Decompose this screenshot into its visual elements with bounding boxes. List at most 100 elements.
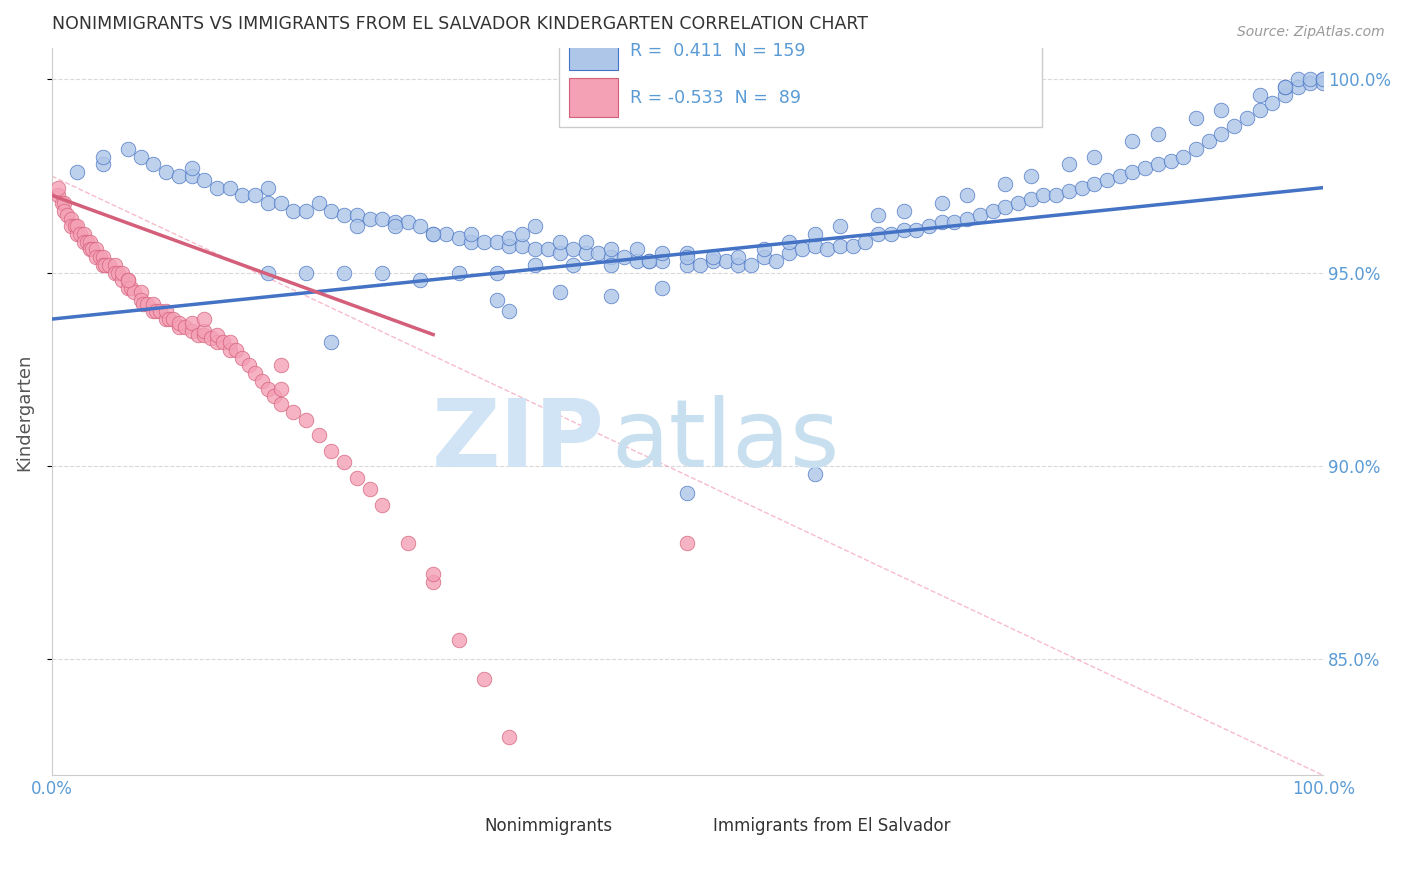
Point bbox=[180, 161, 202, 176]
Point bbox=[59, 211, 82, 226]
Point bbox=[91, 250, 114, 264]
Point bbox=[136, 296, 159, 310]
Point bbox=[321, 335, 343, 350]
Point bbox=[1274, 80, 1296, 95]
Point bbox=[676, 486, 699, 500]
Point bbox=[107, 266, 129, 280]
Point bbox=[1070, 180, 1092, 194]
Point bbox=[82, 243, 104, 257]
Point bbox=[129, 150, 152, 164]
Point bbox=[295, 412, 318, 426]
Point bbox=[1045, 188, 1067, 202]
Point bbox=[117, 281, 139, 295]
Point bbox=[472, 235, 495, 249]
Text: NONIMMIGRANTS VS IMMIGRANTS FROM EL SALVADOR KINDERGARTEN CORRELATION CHART: NONIMMIGRANTS VS IMMIGRANTS FROM EL SALV… bbox=[52, 15, 868, 33]
Point bbox=[740, 258, 762, 272]
Point bbox=[359, 482, 381, 496]
Point bbox=[1121, 134, 1143, 148]
Point bbox=[149, 304, 172, 318]
Point bbox=[384, 215, 406, 229]
Point bbox=[283, 203, 305, 218]
Point bbox=[396, 215, 419, 229]
Point bbox=[409, 273, 432, 287]
Point bbox=[308, 428, 330, 442]
Point bbox=[815, 243, 838, 257]
Point bbox=[523, 219, 546, 234]
Text: Nonimmigrants: Nonimmigrants bbox=[484, 817, 612, 835]
Point bbox=[714, 254, 737, 268]
Point bbox=[250, 374, 273, 388]
Point bbox=[931, 196, 953, 211]
Point bbox=[346, 470, 368, 484]
Point bbox=[1274, 87, 1296, 102]
Point bbox=[142, 157, 165, 171]
Point bbox=[167, 319, 190, 334]
Point bbox=[333, 208, 356, 222]
Point bbox=[434, 227, 457, 241]
Point bbox=[1147, 157, 1170, 171]
Point bbox=[676, 246, 699, 260]
Point bbox=[180, 169, 202, 183]
Point bbox=[56, 208, 79, 222]
Point bbox=[828, 238, 851, 252]
Point bbox=[155, 165, 177, 179]
Point bbox=[205, 327, 228, 342]
Point bbox=[174, 319, 197, 334]
Point bbox=[117, 273, 139, 287]
Point bbox=[371, 266, 394, 280]
Point bbox=[212, 335, 235, 350]
Point bbox=[231, 188, 253, 202]
Point bbox=[1286, 80, 1309, 95]
Point bbox=[855, 235, 877, 249]
Point bbox=[270, 196, 292, 211]
Point bbox=[600, 243, 623, 257]
Point bbox=[257, 266, 280, 280]
Point bbox=[638, 254, 661, 268]
Point bbox=[676, 250, 699, 264]
Point bbox=[790, 243, 813, 257]
Text: Source: ZipAtlas.com: Source: ZipAtlas.com bbox=[1237, 25, 1385, 39]
Point bbox=[498, 238, 520, 252]
Point bbox=[167, 169, 190, 183]
Point bbox=[994, 200, 1017, 214]
Point bbox=[626, 243, 648, 257]
Point bbox=[308, 196, 330, 211]
Point bbox=[257, 382, 280, 396]
Point bbox=[295, 266, 318, 280]
Point bbox=[536, 243, 558, 257]
Point bbox=[89, 250, 111, 264]
Point bbox=[1032, 188, 1054, 202]
Point bbox=[588, 246, 610, 260]
Point bbox=[510, 227, 533, 241]
Point bbox=[651, 254, 673, 268]
Point bbox=[523, 258, 546, 272]
Point bbox=[905, 223, 928, 237]
Point bbox=[321, 443, 343, 458]
Point bbox=[142, 304, 165, 318]
Point bbox=[485, 235, 508, 249]
Point bbox=[752, 243, 775, 257]
Point bbox=[600, 289, 623, 303]
Point bbox=[447, 632, 470, 647]
Point bbox=[333, 455, 356, 469]
Point bbox=[111, 266, 134, 280]
Y-axis label: Kindergarten: Kindergarten bbox=[15, 353, 32, 471]
Point bbox=[117, 142, 139, 156]
Point bbox=[727, 258, 749, 272]
Point bbox=[218, 335, 240, 350]
Point bbox=[1160, 153, 1182, 168]
Point bbox=[205, 180, 228, 194]
Point bbox=[1249, 103, 1271, 118]
Point bbox=[97, 258, 120, 272]
Point bbox=[359, 211, 381, 226]
Point bbox=[510, 238, 533, 252]
Point bbox=[676, 536, 699, 550]
Point bbox=[66, 219, 89, 234]
Point bbox=[193, 173, 215, 187]
Point bbox=[117, 273, 139, 287]
Point bbox=[46, 180, 69, 194]
Point bbox=[447, 231, 470, 245]
Point bbox=[472, 672, 495, 686]
Point bbox=[91, 157, 114, 171]
Point bbox=[575, 246, 598, 260]
